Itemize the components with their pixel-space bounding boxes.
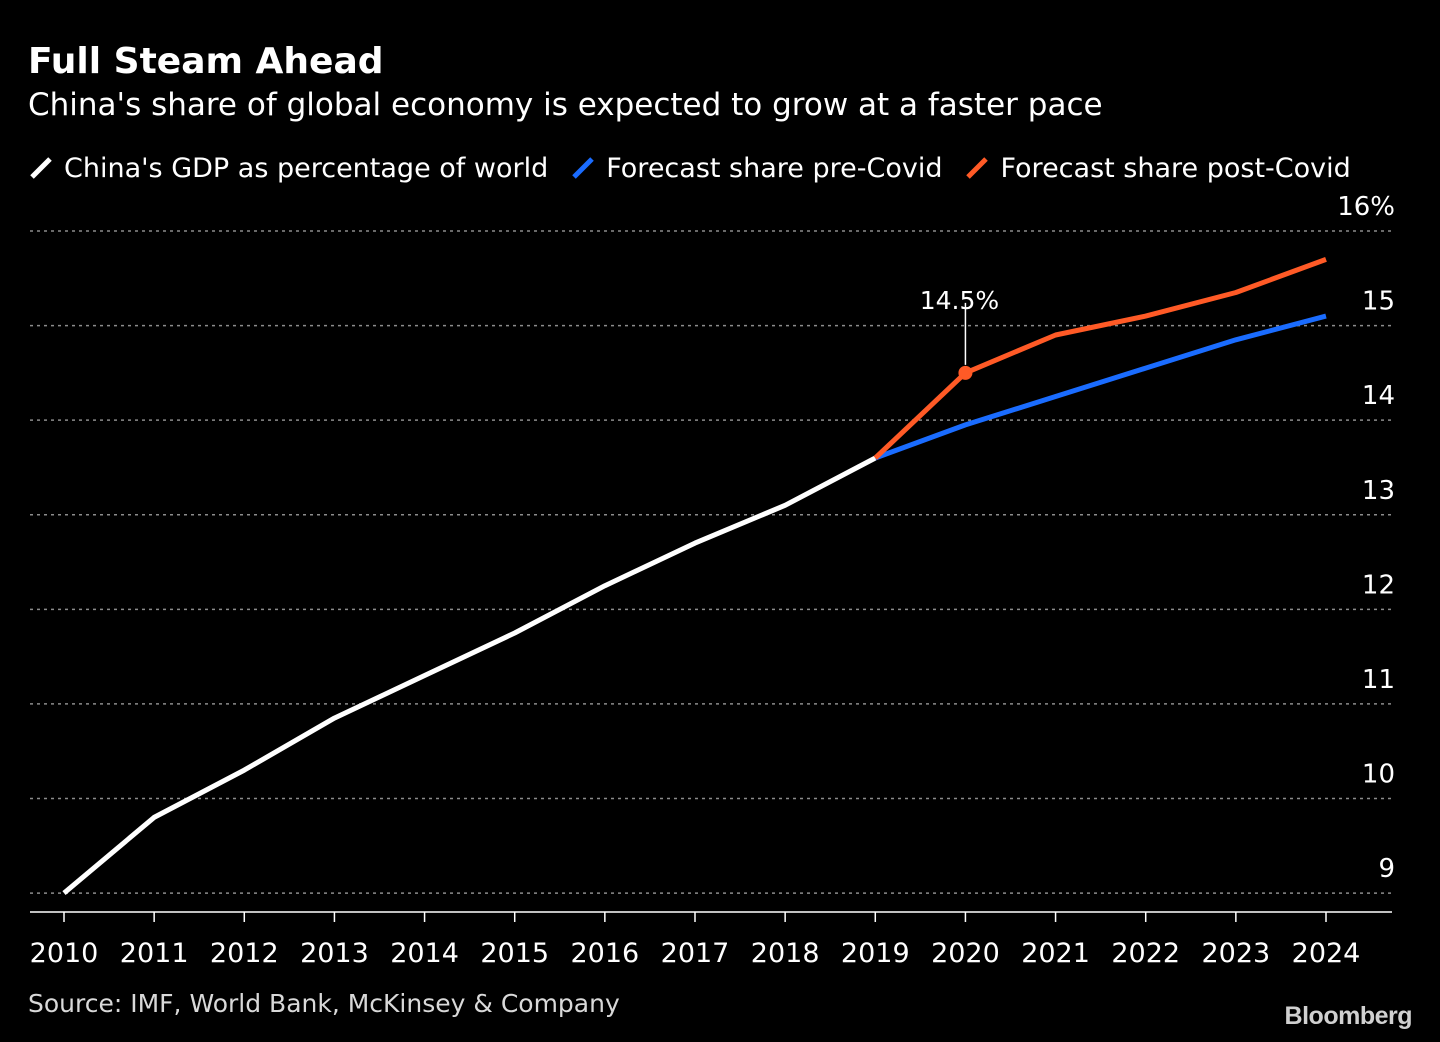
x-tick-label: 2014	[390, 938, 459, 969]
x-tick-label: 2011	[120, 938, 189, 969]
x-tick-label: 2018	[751, 938, 820, 969]
y-tick-label: 16%	[1337, 192, 1395, 222]
x-tick-label: 2010	[30, 938, 99, 969]
annotation-label: 14.5%	[920, 286, 999, 315]
legend-item-pre-covid: Forecast share pre-Covid	[570, 153, 942, 184]
post-covid-line	[873, 257, 1327, 460]
annotation-layer: 14.5%	[920, 286, 999, 380]
x-tick-label: 2015	[480, 938, 549, 969]
chart-subtitle: China's share of global economy is expec…	[28, 87, 1103, 123]
y-tick-label: 13	[1362, 476, 1395, 506]
bloomberg-logo: Bloomberg	[1284, 1002, 1413, 1030]
legend-item-history: China's GDP as percentage of world	[28, 153, 548, 184]
grid-layer	[30, 230, 1392, 894]
legend-label-pre-covid: Forecast share pre-Covid	[606, 152, 943, 184]
x-tick-label: 2022	[1111, 938, 1180, 969]
y-tick-label: 11	[1362, 665, 1395, 695]
y-tick-label: 15	[1362, 287, 1395, 317]
annotation-point	[958, 365, 973, 380]
chart-title: Full Steam Ahead	[28, 41, 384, 82]
history-line	[62, 455, 877, 896]
legend: China's GDP as percentage of world Forec…	[28, 148, 1373, 188]
x-tick-label: 2016	[570, 938, 639, 969]
x-tick-label: 2024	[1292, 938, 1361, 969]
x-tick-label: 2023	[1201, 938, 1270, 969]
y-tick-label: 14	[1362, 381, 1395, 411]
x-tick-label: 2012	[210, 938, 279, 969]
y-tick-label: 10	[1362, 760, 1395, 790]
x-tick-label: 2019	[841, 938, 910, 969]
x-tick-label: 2013	[300, 938, 369, 969]
source-note: Source: IMF, World Bank, McKinsey & Comp…	[28, 989, 620, 1018]
x-axis: 9 10 11 12 13 14 15 16% 2010 2011 2012 2013 2014 2015…	[30, 192, 1395, 969]
legend-label-history: China's GDP as percentage of world	[64, 152, 549, 184]
line-chart: 9 10 11 12 13 14 15 16% 2010 2011 2012 2013 2014 2015…	[30, 192, 1395, 969]
legend-swatch-post-covid-icon	[964, 155, 990, 181]
series-layer	[62, 257, 1327, 896]
legend-swatch-pre-covid-icon	[570, 155, 596, 181]
pre-covid-line	[874, 313, 1327, 461]
x-tick-label: 2021	[1021, 938, 1090, 969]
x-tick-label: 2017	[661, 938, 730, 969]
legend-item-post-covid: Forecast share post-Covid	[964, 152, 1351, 184]
y-tick-label: 12	[1362, 570, 1395, 600]
legend-label-post-covid: Forecast share post-Covid	[1000, 152, 1351, 184]
y-tick-label: 9	[1378, 854, 1395, 884]
x-tick-label: 2020	[931, 938, 1000, 969]
legend-swatch-history-icon	[28, 155, 54, 181]
